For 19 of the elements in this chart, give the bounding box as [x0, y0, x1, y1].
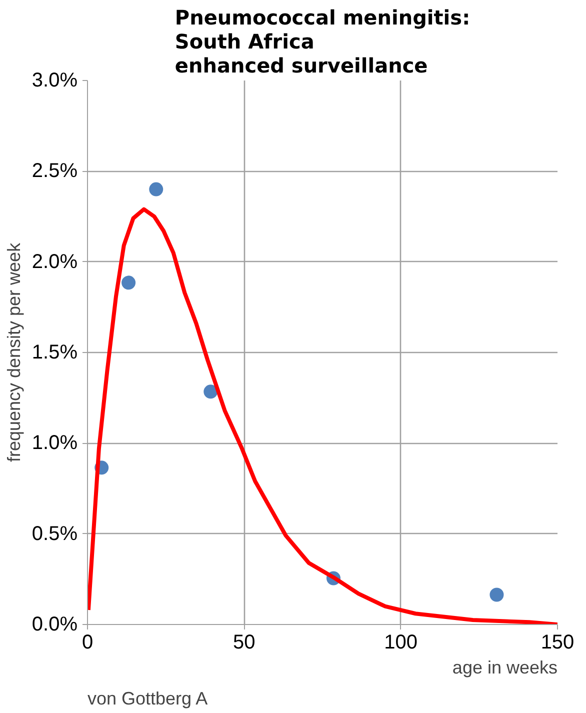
x-axis-title: age in weeks	[452, 658, 558, 678]
y-tick-label: 0.5%	[32, 522, 78, 545]
chart-title: Pneumococcal meningitis: South Africa enhanced surveillance	[174, 6, 470, 78]
y-tick-label: 0.0%	[32, 614, 78, 636]
y-axis-title: frequency density per week	[4, 242, 24, 462]
point	[490, 588, 504, 602]
x-tick-label: 50	[233, 632, 256, 654]
y-tick-label: 2.5%	[32, 160, 78, 182]
point	[204, 384, 218, 399]
point	[122, 276, 136, 290]
x-tick-label: 100	[384, 632, 418, 654]
text: von Gottberg A	[88, 688, 208, 708]
y-tick-label: 2.0%	[32, 250, 78, 273]
x-tick-label: 0	[82, 632, 94, 654]
y-tick-label: 1.0%	[32, 432, 78, 454]
point	[149, 182, 164, 196]
y-tick-label: 3.0%	[32, 70, 78, 92]
y-tick-label: 1.5%	[32, 342, 78, 364]
x-tick-label: 150	[540, 632, 574, 654]
